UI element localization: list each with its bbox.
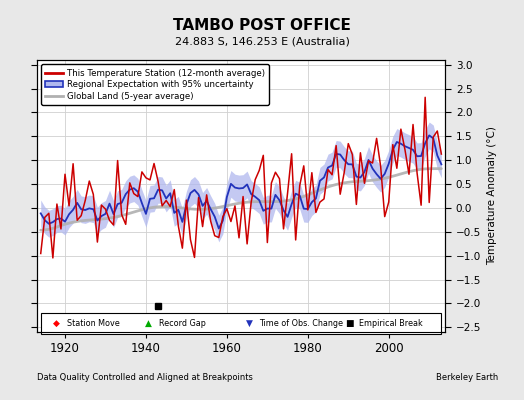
Text: Empirical Break: Empirical Break: [359, 319, 423, 328]
Text: Station Move: Station Move: [67, 319, 119, 328]
Text: ▼: ▼: [246, 319, 253, 328]
Legend: This Temperature Station (12-month average), Regional Expectation with 95% uncer: This Temperature Station (12-month avera…: [41, 64, 269, 105]
Text: Berkeley Earth: Berkeley Earth: [435, 374, 498, 382]
Text: TAMBO POST OFFICE: TAMBO POST OFFICE: [173, 18, 351, 34]
Text: 24.883 S, 146.253 E (Australia): 24.883 S, 146.253 E (Australia): [174, 37, 350, 47]
Text: Data Quality Controlled and Aligned at Breakpoints: Data Quality Controlled and Aligned at B…: [37, 374, 253, 382]
Text: Time of Obs. Change: Time of Obs. Change: [259, 319, 343, 328]
Y-axis label: Temperature Anomaly (°C): Temperature Anomaly (°C): [487, 126, 497, 266]
Text: Record Gap: Record Gap: [159, 319, 206, 328]
Text: ◆: ◆: [53, 319, 60, 328]
Bar: [41, 313, 441, 334]
Text: ▲: ▲: [146, 319, 152, 328]
Text: ■: ■: [345, 319, 354, 328]
